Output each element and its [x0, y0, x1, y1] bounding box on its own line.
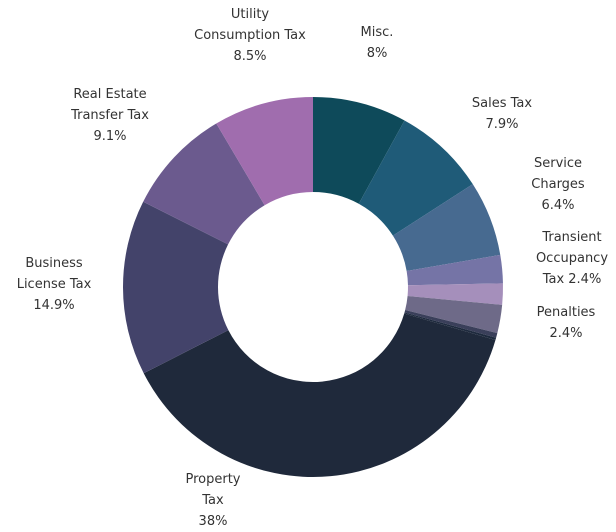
donut-segment [392, 184, 501, 271]
value-label: 9.1% [93, 129, 127, 144]
category-label: Real Estate Transfer Tax [71, 87, 149, 123]
category-label: Service Charges [531, 156, 585, 192]
value-label: 8% [366, 46, 388, 61]
value-label: 38% [198, 514, 228, 529]
segment-label: Real Estate Transfer Tax 9.1% [58, 84, 162, 147]
category-label: Utility Consumption Tax [194, 7, 306, 43]
category-label: Penalties [536, 305, 596, 320]
segment-label: Transient Occupancy Tax 2.4% [530, 227, 614, 290]
donut-segment [404, 312, 497, 341]
segment-label: Property Tax 38% [176, 469, 250, 532]
donut-segment [406, 254, 503, 286]
segment-label: Sales Tax 7.9% [457, 93, 547, 135]
segment-label: Utility Consumption Tax 8.5% [194, 4, 306, 67]
donut-segment [143, 123, 265, 245]
donut-segment [404, 310, 498, 338]
donut-segment [122, 201, 229, 374]
donut-segment [143, 313, 496, 478]
category-label: Misc. [360, 25, 394, 40]
category-label: Sales Tax [471, 96, 533, 111]
donut-segment [216, 97, 313, 206]
segment-label: Penalties 2.4% [526, 302, 606, 344]
value-label: 2.4% [549, 326, 583, 341]
value-label: 8.5% [233, 49, 267, 64]
donut-segment [358, 120, 473, 236]
segment-label: Business License Tax 14.9% [8, 253, 100, 316]
value-label: 6.4% [541, 198, 575, 213]
segment-label: Service Charges 6.4% [522, 153, 594, 216]
donut-segment [405, 295, 503, 334]
category-label: Business License Tax [16, 256, 92, 292]
category-label: Transient Occupancy Tax [535, 230, 609, 287]
value-label: 14.9% [33, 298, 75, 313]
donut-segment [407, 283, 504, 305]
segment-label: Misc. 8% [347, 22, 407, 64]
value-label: 7.9% [485, 117, 519, 132]
donut-segment [313, 97, 405, 204]
category-label: Property Tax [185, 472, 241, 508]
value-label: 2.4% [568, 272, 602, 287]
